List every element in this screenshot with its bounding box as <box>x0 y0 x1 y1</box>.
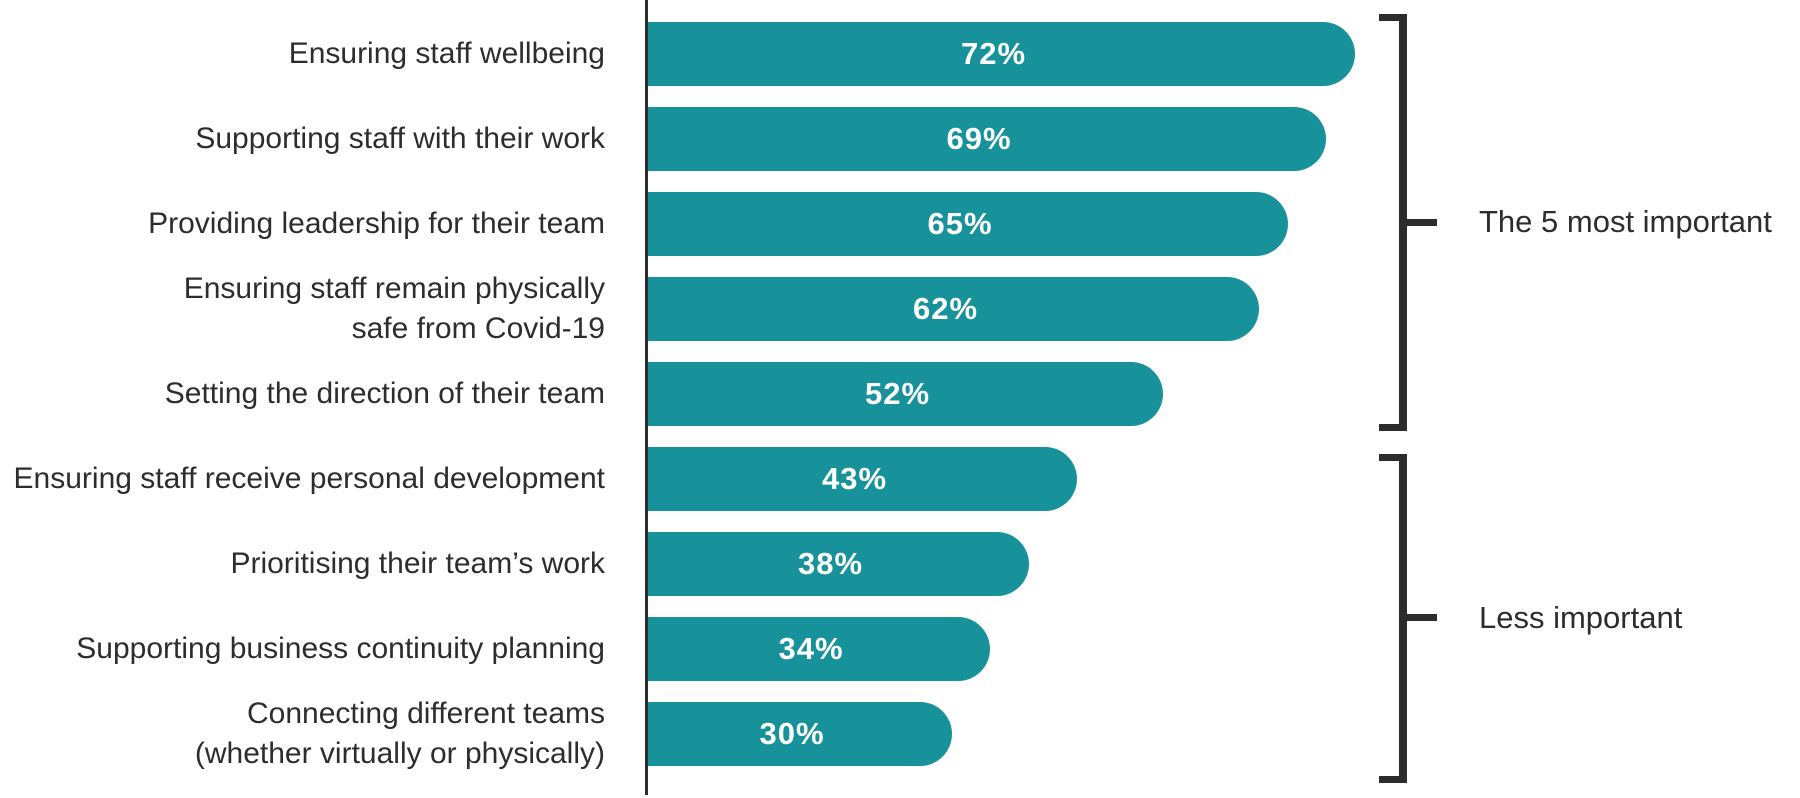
y-axis-line <box>645 0 648 795</box>
category-label: Supporting business continuity planning <box>76 632 605 665</box>
bar-value-label: 52% <box>864 376 931 411</box>
bar-value-label: 69% <box>946 121 1012 156</box>
category-label: Setting the direction of their team <box>164 377 605 410</box>
bar-value-label: 62% <box>912 291 979 326</box>
bar-value-label: 65% <box>927 206 993 241</box>
bar: 30% <box>648 702 952 766</box>
bracket-less-important-tick <box>1407 614 1437 621</box>
bracket-most-important-bottom-cap <box>1379 424 1407 431</box>
bracket-less-important-top-cap <box>1379 454 1407 461</box>
bar: 65% <box>648 192 1288 256</box>
bracket-most-important-line <box>1399 14 1407 431</box>
bar: 38% <box>648 532 1029 596</box>
category-label: Ensuring staff wellbeing <box>288 37 605 70</box>
bar-value-label: 34% <box>778 631 844 666</box>
bar-value-label: 38% <box>797 546 864 581</box>
bracket-less-important-line <box>1399 454 1407 783</box>
bracket-less-important-bottom-cap <box>1379 776 1407 783</box>
category-label: Ensuring staff remain physically safe fr… <box>183 272 605 345</box>
category-label: Providing leadership for their team <box>148 207 605 240</box>
bar-value-label: 43% <box>821 461 888 496</box>
category-label: Prioritising their team’s work <box>230 547 605 580</box>
bar: 52% <box>648 362 1163 426</box>
bar-value-label: 30% <box>759 716 825 751</box>
category-label: Ensuring staff receive personal developm… <box>13 462 605 495</box>
category-label: Supporting staff with their work <box>195 122 605 155</box>
bracket-most-important-tick <box>1407 219 1437 226</box>
bar: 69% <box>648 107 1326 171</box>
bar: 62% <box>648 277 1259 341</box>
bar-value-label: 72% <box>960 36 1027 71</box>
category-label: Connecting different teams (whether virt… <box>194 697 605 770</box>
bar: 43% <box>648 447 1077 511</box>
bracket-less-important-label: Less important <box>1479 600 1683 635</box>
bar: 34% <box>648 617 990 681</box>
bracket-most-important-top-cap <box>1379 14 1407 21</box>
bracket-most-important-label: The 5 most important <box>1479 204 1772 239</box>
bar: 72% <box>648 22 1355 86</box>
